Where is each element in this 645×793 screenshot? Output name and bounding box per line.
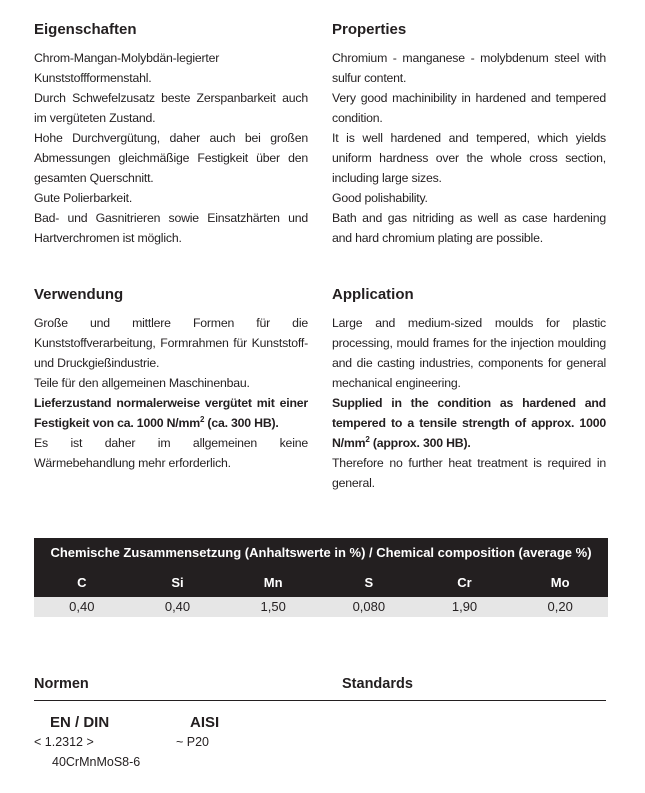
value-si: 0,40 xyxy=(164,599,191,614)
paragraph: Bad- und Gasnitrieren sowie Einsatzhärte… xyxy=(34,211,308,245)
value-s: 0,080 xyxy=(352,599,386,614)
en-din-name: 40CrMnMoS8-6 xyxy=(52,755,141,769)
heading-standards: Standards xyxy=(342,676,413,692)
table-title: Chemische Zusammensetzung (Anhaltswerte … xyxy=(50,545,592,560)
value-c: 0,40 xyxy=(69,599,95,614)
paragraph: Es ist daher im allgemeinen keine Wärmeb… xyxy=(34,436,308,470)
table-header: Chemische Zusammensetzung (Anhaltswerte … xyxy=(34,538,608,597)
application-en: Application Large and medium-sized mould… xyxy=(332,285,606,493)
properties-en: Properties Chromium - manganese - molybd… xyxy=(332,20,606,248)
en-din-label: EN / DIN xyxy=(50,714,110,731)
heading-normen: Normen xyxy=(34,676,89,692)
superscript: 2 xyxy=(199,414,205,424)
standards-header: Normen Standards xyxy=(34,676,606,701)
text: (approx. 300 HB). xyxy=(369,436,471,450)
value-cr: 1,90 xyxy=(451,599,478,614)
paragraph: Hohe Durchvergütung, daher auch bei groß… xyxy=(34,131,308,185)
text: (ca. 300 HB). xyxy=(204,416,279,430)
application-de: Verwendung Große und mittlere Formen für… xyxy=(34,285,308,473)
value-row: 0,40 0,40 1,50 0,080 1,90 0,20 xyxy=(34,597,608,617)
paragraph: Bath and gas nitriding as well as case h… xyxy=(332,211,606,245)
heading-application: Application xyxy=(332,286,414,303)
paragraph: Chromium - manganese - molybdenum steel … xyxy=(332,51,606,85)
en-din-number: < 1.2312 > xyxy=(34,735,94,749)
delivery-condition: Lieferzustand normalerweise vergütet mit… xyxy=(34,393,308,433)
paragraph: Chrom-Mangan-Molybdän-legierter Kunststo… xyxy=(34,51,220,85)
element-mn: Mn xyxy=(263,575,283,590)
value-mo: 0,20 xyxy=(547,599,573,614)
value-mn: 1,50 xyxy=(260,599,286,614)
composition-table: Chemische Zusammensetzung (Anhaltswerte … xyxy=(34,538,608,617)
text: Supplied in the condition as hardened an… xyxy=(332,396,606,450)
paragraph: Large and medium-sized moulds for plasti… xyxy=(332,316,606,390)
paragraph: Große und mittlere Formen für die Kunsts… xyxy=(34,316,308,370)
paragraph: Good polishability. xyxy=(332,191,428,205)
delivery-condition: Supplied in the condition as hardened an… xyxy=(332,393,606,453)
element-c: C xyxy=(77,575,87,590)
aisi-value: ~ P20 xyxy=(176,735,210,749)
paragraph: Teile für den allgemeinen Maschinenbau. xyxy=(34,376,250,390)
superscript: 2 xyxy=(365,434,370,444)
paragraph: Therefore no further heat treatment is r… xyxy=(332,456,606,490)
aisi-label: AISI xyxy=(190,714,220,731)
heading-eigenschaften: Eigenschaften xyxy=(34,21,137,38)
heading-verwendung: Verwendung xyxy=(34,286,124,303)
element-s: S xyxy=(364,575,374,590)
element-si: Si xyxy=(171,575,184,590)
paragraph: Very good machinibility in hardened and … xyxy=(332,91,606,125)
paragraph: Gute Polierbarkeit. xyxy=(34,191,133,205)
element-mo: Mo xyxy=(550,575,570,590)
paragraph: Durch Schwefelzusatz beste Zerspanbarkei… xyxy=(34,91,308,125)
text: Lieferzustand normalerweise vergütet mit… xyxy=(34,396,308,430)
element-row: C Si Mn S Cr Mo xyxy=(34,568,608,597)
paragraph: It is well hardened and tempered, which … xyxy=(332,131,606,185)
properties-de: Eigenschaften Chrom-Mangan-Molybdän-legi… xyxy=(34,20,308,248)
heading-properties: Properties xyxy=(332,21,407,38)
element-cr: Cr xyxy=(457,575,472,590)
